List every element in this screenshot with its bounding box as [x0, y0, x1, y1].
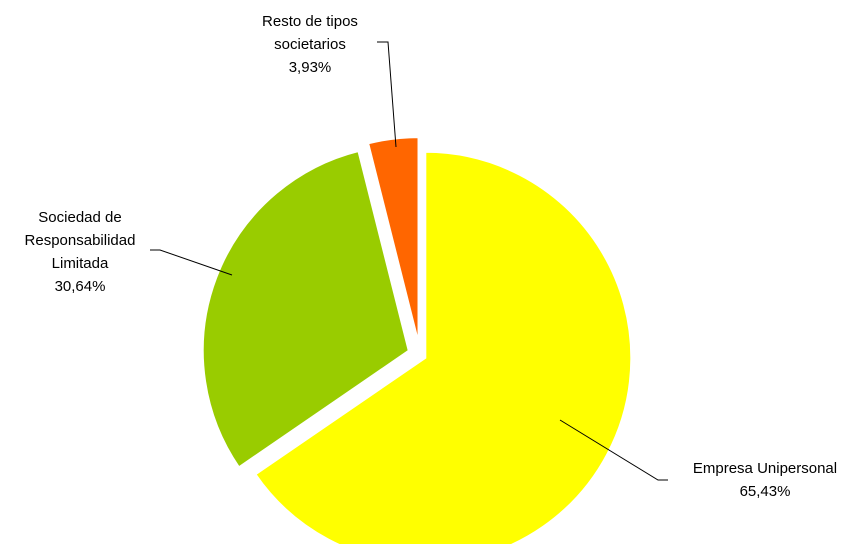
leader-line-resto-tipos-societarios: [377, 41, 397, 148]
pie-slice-sociedad-responsabilidad-limitada: [201, 149, 410, 469]
slice-label-empresa-unipersonal: Empresa Unipersonal 65,43%: [693, 460, 837, 500]
slice-name-label: Limitada: [52, 255, 109, 272]
slice-name-label: Sociedad de: [38, 209, 121, 226]
slice-name-label: Responsabilidad: [25, 232, 136, 249]
leader-lines: [150, 41, 668, 481]
slice-label-resto-tipos-societarios: Resto de tipos societarios 3,93%: [262, 13, 358, 76]
slice-value-label: 3,93%: [289, 59, 332, 76]
pie-slice-resto-tipos-societarios: [366, 136, 420, 344]
slice-labels: Empresa Unipersonal 65,43% Sociedad de Resp…: [25, 13, 838, 500]
leader-line-empresa-unipersonal: [559, 419, 668, 481]
slice-value-label: 30,64%: [55, 278, 106, 295]
slice-value-label: 65,43%: [740, 483, 791, 500]
leader-line-sociedad-responsabilidad-limitada: [150, 249, 233, 276]
slice-name-label: societarios: [274, 36, 346, 53]
slice-name-label: Empresa Unipersonal: [693, 460, 837, 477]
slice-label-sociedad-responsabilidad-limitada: Sociedad de Responsabilidad Limitada 30,64%: [25, 209, 136, 295]
slice-name-label: Resto de tipos: [262, 13, 358, 30]
pie-slices: [201, 136, 633, 544]
pie-slice-empresa-unipersonal: [254, 150, 633, 544]
